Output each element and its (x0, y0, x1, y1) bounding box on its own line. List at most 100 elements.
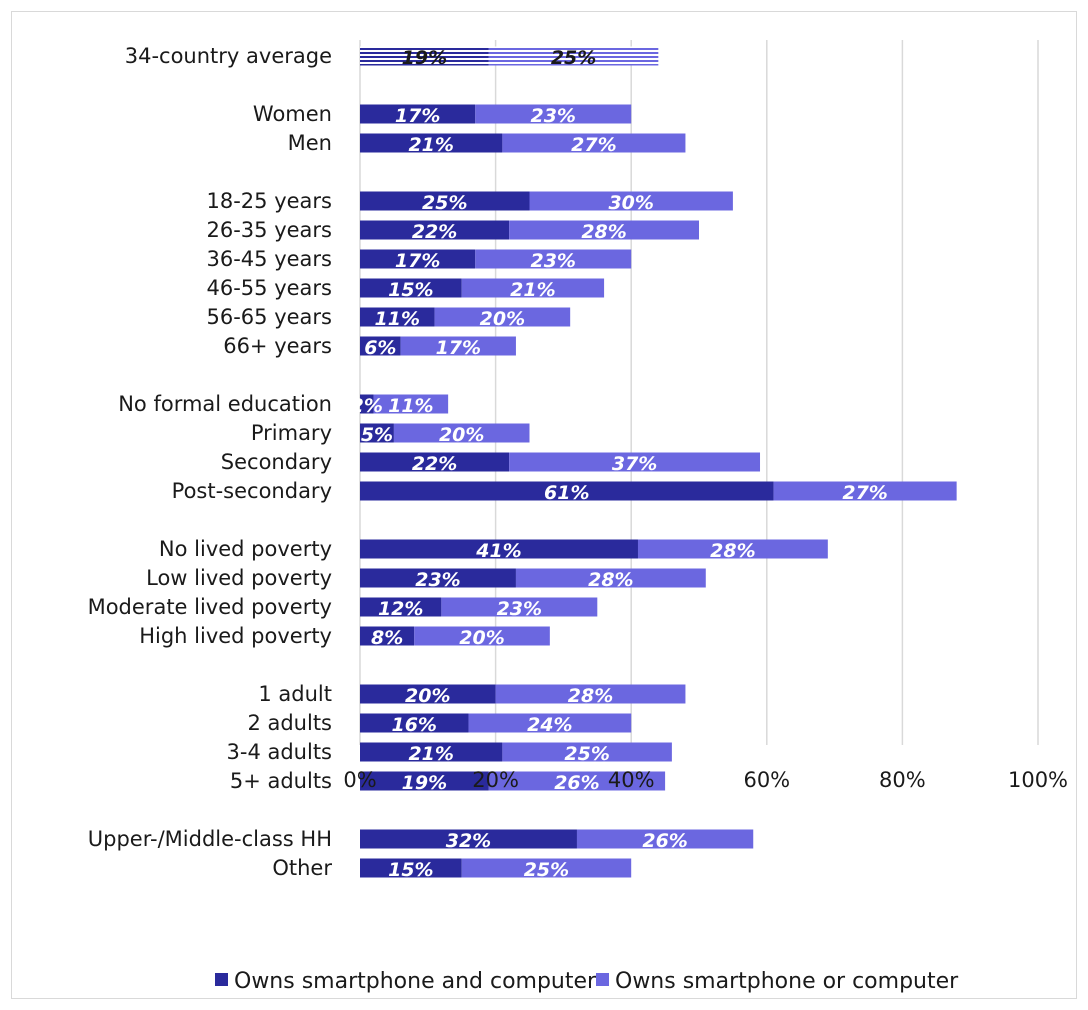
value-label-or: 23% (497, 598, 542, 620)
value-label-or: 24% (527, 714, 572, 736)
legend-swatch-and (215, 973, 228, 986)
value-label-or: 25% (524, 859, 569, 881)
value-label-or: 30% (608, 192, 653, 214)
bar-and (360, 133, 503, 153)
value-label-and: 17% (395, 250, 440, 272)
x-tick-label: 40% (608, 768, 655, 792)
bar-and (360, 423, 394, 443)
bar-and (360, 220, 510, 240)
bar-or (468, 713, 632, 733)
bar-and (360, 46, 489, 66)
x-axis-tick-labels: 0% 20% 40% 60% 80% 100% (343, 768, 1068, 792)
category-label: 34-country average (125, 44, 332, 68)
value-label-or: 20% (480, 308, 525, 330)
bar-and (360, 191, 530, 211)
value-label-and: 22% (412, 453, 457, 475)
value-label-and: 17% (395, 105, 440, 127)
bar-or (488, 46, 659, 66)
value-label-or: 20% (459, 627, 504, 649)
category-label: No lived poverty (159, 537, 332, 561)
value-label-and: 5% (361, 424, 393, 446)
category-label: Men (288, 131, 332, 155)
value-label-and: 61% (544, 482, 589, 504)
bar-or (576, 829, 754, 849)
category-labels: 34-country average Women Men 18-25 years 26-… (88, 44, 333, 880)
bar-or (637, 539, 828, 559)
value-label-and: 20% (405, 685, 450, 707)
value-label-and: 2% (351, 395, 383, 417)
value-label-or: 17% (436, 337, 481, 359)
value-label-or: 26% (554, 772, 599, 794)
value-label-and: 16% (391, 714, 436, 736)
value-label-or: 26% (642, 830, 687, 852)
value-label-and: 23% (415, 569, 460, 591)
bar-and (360, 684, 496, 704)
value-label-and: 21% (408, 743, 453, 765)
value-label-or: 23% (530, 250, 575, 272)
bar-and (360, 481, 774, 501)
category-label: Secondary (221, 450, 332, 474)
value-label-and: 41% (475, 540, 521, 562)
value-label-and: 22% (412, 221, 457, 243)
legend-label-or: Owns smartphone or computer (615, 969, 959, 994)
category-label: Moderate lived poverty (88, 595, 332, 619)
bar-or (475, 249, 632, 269)
bar-or (488, 771, 666, 791)
value-label-and: 12% (378, 598, 423, 620)
category-label: 3-4 adults (227, 740, 333, 764)
bar-or (414, 626, 550, 646)
bar-or (434, 307, 571, 327)
value-label-and: 11% (375, 308, 420, 330)
bar-and (360, 626, 415, 646)
category-label: 46-55 years (207, 276, 333, 300)
category-label: 56-65 years (207, 305, 333, 329)
category-label: Primary (251, 421, 332, 445)
bar-or (495, 684, 686, 704)
category-label: 26-35 years (207, 218, 333, 242)
bar-or (393, 423, 530, 443)
category-label: 18-25 years (207, 189, 333, 213)
bar-or (475, 104, 632, 124)
bar-or (509, 452, 761, 472)
category-label: 66+ years (223, 334, 332, 358)
value-label-or: 37% (612, 453, 657, 475)
x-tick-label: 20% (472, 768, 519, 792)
value-label-or: 25% (564, 743, 609, 765)
category-label: Other (272, 856, 332, 880)
bar-or (441, 597, 598, 617)
value-label-and: 6% (364, 337, 396, 359)
bar-and (360, 713, 469, 733)
bar-and (360, 742, 503, 762)
bar-or (461, 858, 632, 878)
bar-or (461, 278, 605, 298)
bar-and (360, 104, 476, 124)
legend-swatch-or (596, 973, 609, 986)
value-label-or: 21% (510, 279, 555, 301)
value-label-or: 11% (388, 395, 433, 417)
bar-and (360, 278, 462, 298)
legend: Owns smartphone and computer Owns smartp… (215, 969, 959, 994)
category-label: 1 adult (258, 682, 332, 706)
bar-and (360, 568, 516, 588)
category-label: Post-secondary (172, 479, 332, 503)
bars: 19% 25% 17% 23% 21% 27% 25% 30% 22% 28% 17% 23% 15% 2… (351, 46, 957, 881)
value-label-or: 25% (551, 47, 596, 69)
value-label-and: 25% (422, 192, 467, 214)
value-label-or: 20% (439, 424, 484, 446)
category-label: Women (253, 102, 332, 126)
bar-and (360, 771, 489, 791)
bar-and (360, 394, 374, 414)
bar-or (529, 191, 733, 211)
value-label-and: 32% (446, 830, 491, 852)
value-label-or: 28% (588, 569, 633, 591)
bar-and (360, 452, 510, 472)
bar-and (360, 307, 435, 327)
value-label-or: 28% (581, 221, 626, 243)
value-label-and: 21% (408, 134, 453, 156)
value-label-and: 15% (388, 279, 433, 301)
value-label-or: 23% (530, 105, 575, 127)
bar-or (509, 220, 699, 240)
legend-label-and: Owns smartphone and computer (234, 969, 597, 994)
value-label-or: 28% (568, 685, 613, 707)
